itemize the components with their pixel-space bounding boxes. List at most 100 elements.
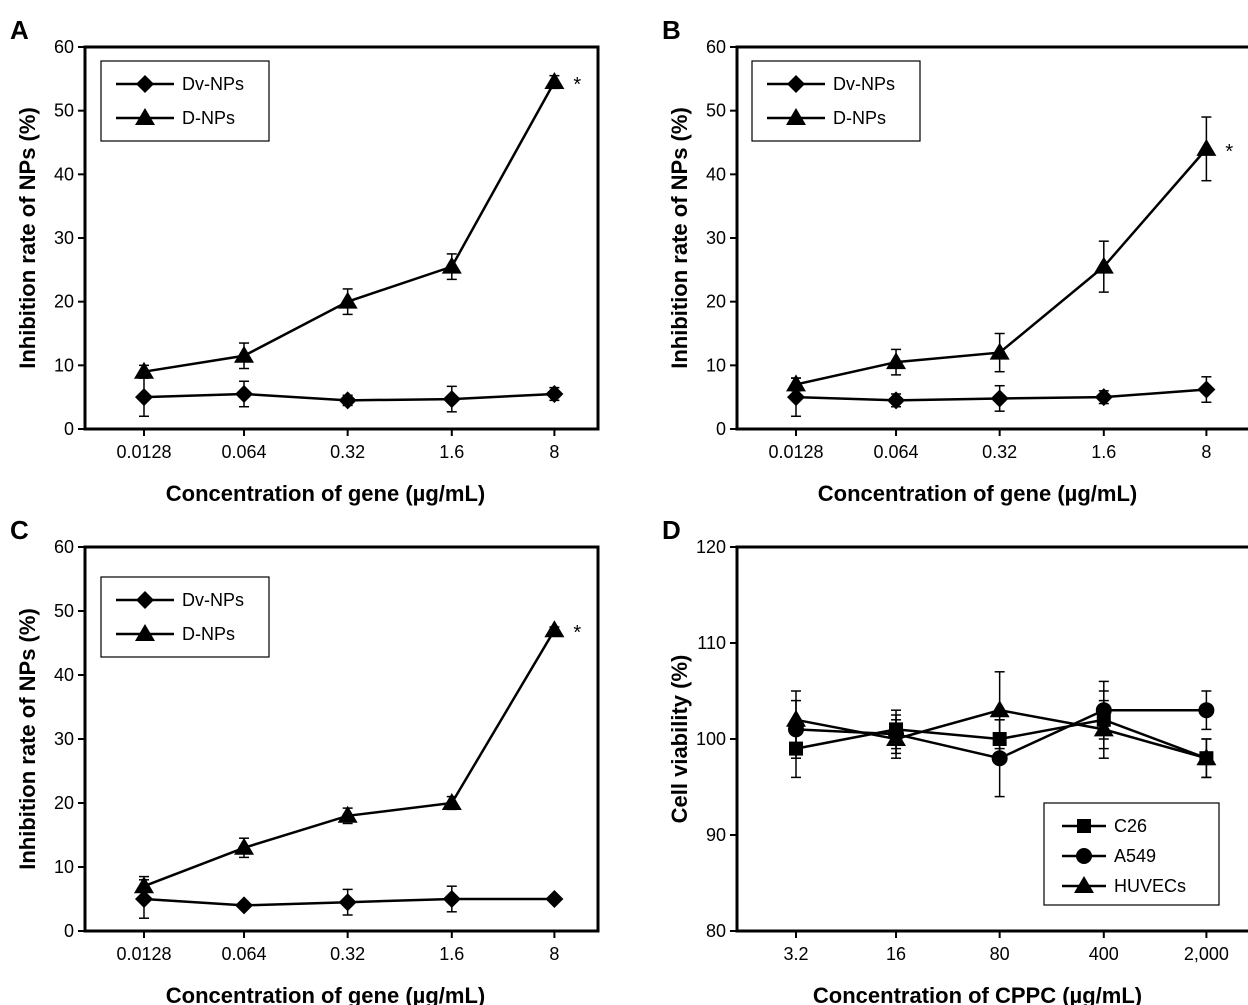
data-point bbox=[337, 805, 358, 823]
significance-star: * bbox=[1225, 141, 1233, 163]
x-tick-label: 0.32 bbox=[982, 442, 1017, 462]
y-tick-label: 60 bbox=[54, 37, 74, 57]
series-huvecs bbox=[785, 671, 1217, 779]
y-tick-label: 20 bbox=[54, 793, 74, 813]
y-tick-label: 10 bbox=[54, 355, 74, 375]
y-tick-label: 0 bbox=[64, 921, 74, 941]
y-axis-label: Inhibition rate of NPs (%) bbox=[15, 608, 40, 870]
series-d-nps bbox=[785, 116, 1217, 392]
data-point bbox=[1093, 719, 1114, 737]
x-axis-label: Concentration of gene (µg/mL) bbox=[166, 983, 485, 1005]
x-tick-label: 1.6 bbox=[439, 944, 464, 964]
data-point bbox=[235, 384, 254, 403]
panel-label: C bbox=[10, 515, 29, 545]
series-line bbox=[143, 629, 556, 888]
data-point bbox=[234, 837, 255, 855]
y-tick-label: 30 bbox=[54, 228, 74, 248]
series-d-nps bbox=[133, 72, 565, 379]
data-point bbox=[1094, 388, 1113, 407]
y-tick-label: 80 bbox=[706, 921, 726, 941]
x-axis-label: Concentration of CPPC (µg/mL) bbox=[813, 983, 1142, 1005]
panel-label: A bbox=[10, 15, 29, 45]
data-point bbox=[989, 700, 1010, 718]
data-point bbox=[785, 709, 806, 727]
data-point bbox=[234, 345, 255, 363]
legend-marker bbox=[135, 108, 155, 125]
y-tick-label: 40 bbox=[54, 164, 74, 184]
series-dv-nps bbox=[134, 377, 564, 418]
data-point bbox=[785, 374, 806, 392]
data-point bbox=[441, 793, 462, 810]
data-point bbox=[990, 389, 1009, 408]
legend-label: Dv-NPs bbox=[182, 74, 244, 94]
y-tick-label: 0 bbox=[716, 419, 726, 439]
legend-box bbox=[1043, 802, 1220, 906]
x-tick-label: 1.6 bbox=[439, 442, 464, 462]
data-point bbox=[886, 729, 907, 746]
legend: Dv-NPs D-NPs bbox=[100, 60, 270, 142]
panel-a: A 0 10 20 30 40 50 60 0.0128 0.064 0.32 1.6 8 Concent… bbox=[10, 15, 600, 506]
data-point bbox=[545, 890, 564, 908]
data-point bbox=[887, 391, 906, 410]
data-point bbox=[1197, 380, 1216, 399]
x-tick-label: 0.0128 bbox=[116, 442, 171, 462]
series-dv-nps bbox=[786, 376, 1216, 418]
y-tick-label: 60 bbox=[54, 537, 74, 557]
series-d-nps bbox=[133, 620, 565, 897]
legend: Dv-NPs D-NPs bbox=[751, 60, 921, 142]
y-tick-label: 10 bbox=[706, 355, 726, 375]
x-tick-label: 0.064 bbox=[874, 442, 919, 462]
x-tick-label: 0.064 bbox=[222, 442, 267, 462]
x-tick-label: 0.0128 bbox=[116, 944, 171, 964]
data-point bbox=[989, 342, 1010, 360]
x-tick-label: 400 bbox=[1089, 944, 1119, 964]
data-point bbox=[133, 361, 154, 379]
y-tick-label: 30 bbox=[706, 228, 726, 248]
legend-label: D-NPs bbox=[833, 108, 886, 128]
y-tick-label: 20 bbox=[54, 292, 74, 312]
data-point bbox=[1196, 138, 1217, 156]
y-tick-label: 120 bbox=[696, 537, 726, 557]
x-tick-label: 0.32 bbox=[330, 442, 365, 462]
x-tick-label: 3.2 bbox=[783, 944, 808, 964]
data-point bbox=[338, 391, 357, 410]
legend-marker bbox=[787, 75, 805, 93]
y-tick-label: 20 bbox=[706, 292, 726, 312]
y-tick-label: 50 bbox=[54, 601, 74, 621]
data-point bbox=[441, 256, 462, 274]
data-point bbox=[134, 890, 153, 908]
x-tick-label: 0.064 bbox=[222, 944, 267, 964]
y-tick-label: 90 bbox=[706, 825, 726, 845]
y-tick-label: 10 bbox=[54, 857, 74, 877]
legend: C26 A549 HUVECs bbox=[1043, 802, 1220, 906]
y-tick-label: 30 bbox=[54, 729, 74, 749]
y-tick-label: 110 bbox=[697, 633, 726, 653]
data-point bbox=[1198, 702, 1215, 719]
panel-label: B bbox=[662, 15, 681, 45]
y-tick-label: 100 bbox=[696, 729, 726, 749]
data-point bbox=[337, 291, 358, 309]
data-point bbox=[544, 72, 565, 90]
x-tick-label: 2,000 bbox=[1184, 944, 1229, 964]
legend-box bbox=[100, 60, 270, 142]
legend: Dv-NPs D-NPs bbox=[100, 576, 270, 658]
legend-marker bbox=[1077, 819, 1091, 833]
legend-label: Dv-NPs bbox=[182, 590, 244, 610]
y-tick-label: 40 bbox=[54, 665, 74, 685]
data-point bbox=[338, 893, 357, 912]
x-tick-label: 0.32 bbox=[330, 944, 365, 964]
y-axis-label: Inhibition rate of NPs (%) bbox=[15, 107, 40, 369]
x-axis-label: Concentration of gene (µg/mL) bbox=[166, 481, 485, 506]
significance-star: * bbox=[573, 74, 581, 96]
legend-box bbox=[751, 60, 921, 142]
legend-marker bbox=[136, 591, 154, 609]
x-tick-label: 8 bbox=[549, 442, 559, 462]
x-tick-label: 16 bbox=[886, 944, 906, 964]
data-point bbox=[991, 750, 1008, 767]
x-tick-label: 8 bbox=[1201, 442, 1211, 462]
legend-marker bbox=[1076, 848, 1092, 864]
data-point bbox=[544, 620, 565, 638]
data-point bbox=[545, 384, 564, 403]
y-axis-label: Cell viability (%) bbox=[667, 655, 692, 824]
